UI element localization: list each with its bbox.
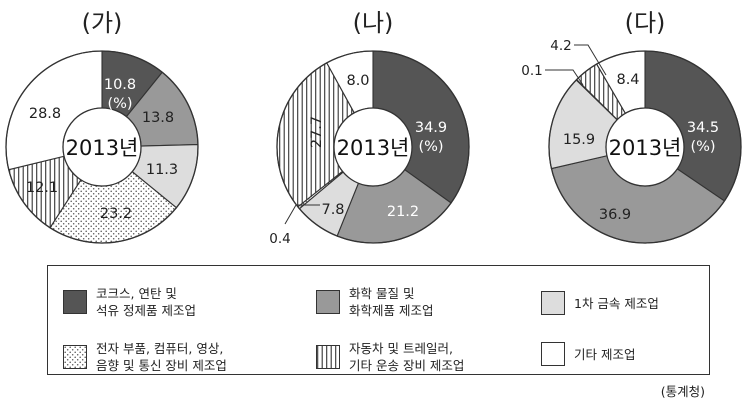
- legend-label-line: 화학 물질 및: [349, 286, 415, 301]
- data-label: 36.9: [599, 207, 631, 223]
- data-label: 7.8: [321, 202, 344, 218]
- donut-chart-2: (나) 2013년 34.9 (%) 21.2 7.8 27.7 8.0 0.4: [269, 9, 470, 247]
- chart-title: (가): [82, 9, 123, 37]
- data-label: 34.9: [415, 120, 447, 136]
- donut-outline: [548, 50, 742, 244]
- legend-item-automobile: 자동차 및 트레일러, 기타 운송 장비 제조업: [316, 340, 464, 374]
- legend-label-line: 1차 금속 제조업: [574, 295, 659, 311]
- data-label: 23.2: [100, 206, 132, 222]
- data-label: 8.0: [346, 73, 369, 89]
- donut-outline: [276, 50, 470, 244]
- legend-swatch: [541, 342, 565, 366]
- legend-swatch: [316, 345, 340, 369]
- chart-title: (다): [625, 9, 666, 37]
- legend-item-electronic: 전자 부품, 컴퓨터, 영상, 음향 및 통신 장비 제조업: [63, 340, 227, 374]
- legend-label-line: 기타 운송 장비 제조업: [349, 358, 465, 373]
- data-label: 0.1: [521, 63, 542, 79]
- data-label: 12.1: [26, 180, 58, 196]
- data-label: 8.4: [616, 72, 639, 88]
- legend-label: 1차 금속 제조업: [574, 295, 659, 312]
- source-label: (통계청): [660, 384, 705, 399]
- legend-label: 전자 부품, 컴퓨터, 영상, 음향 및 통신 장비 제조업: [96, 340, 227, 374]
- data-label: 15.9: [563, 132, 595, 148]
- unit-label: (%): [690, 139, 715, 155]
- donut-outline: [5, 50, 199, 244]
- legend-label-line: 자동차 및 트레일러,: [349, 341, 453, 356]
- center-label: 2013년: [337, 136, 410, 160]
- donut-hole: [605, 107, 685, 187]
- unit-label: (%): [418, 139, 443, 155]
- legend-swatch: [63, 345, 87, 369]
- legend-label-line: 음향 및 통신 장비 제조업: [96, 358, 227, 373]
- donut-hole: [62, 107, 142, 187]
- chart-title: (나): [353, 9, 394, 37]
- legend-label-line: 기타 제조업: [574, 346, 636, 362]
- legend-item-other: 기타 제조업: [541, 342, 635, 366]
- legend-item-primary_metal: 1차 금속 제조업: [541, 291, 659, 315]
- data-label: 34.5: [687, 120, 719, 136]
- donut-charts: (가) 2013년 10.8 (%) 13.8 11.3 23.2 12.1 28.8 (나) 20…: [5, 9, 742, 247]
- leader-line: [545, 69, 584, 86]
- donut-chart-3: (다) 2013년 34.5 (%) 36.9 15.9 8.4 4.2 0.1: [521, 9, 742, 244]
- data-label: 11.3: [146, 162, 178, 178]
- legend-swatch: [63, 290, 87, 314]
- data-label: 28.8: [29, 106, 61, 122]
- legend-label-line: 코크스, 연탄 및: [96, 286, 177, 301]
- donut-chart-1: (가) 2013년 10.8 (%) 13.8 11.3 23.2 12.1 28.8: [5, 9, 199, 244]
- center-label: 2013년: [66, 136, 139, 160]
- center-label: 2013년: [609, 136, 682, 160]
- legend-label-line: 화학제품 제조업: [349, 303, 434, 318]
- data-label: 0.4: [269, 231, 290, 247]
- data-label: 27.7: [309, 116, 325, 148]
- data-label: 13.8: [142, 110, 174, 126]
- legend-label: 자동차 및 트레일러, 기타 운송 장비 제조업: [349, 340, 464, 374]
- legend-swatch: [541, 291, 565, 315]
- leader-line: [284, 204, 320, 225]
- legend-label: 기타 제조업: [574, 346, 635, 363]
- data-label: 21.2: [387, 204, 419, 220]
- legend-label-line: 전자 부품, 컴퓨터, 영상,: [96, 341, 224, 356]
- unit-label: (%): [107, 96, 132, 112]
- donut-hole: [333, 107, 413, 187]
- legend-swatch: [316, 290, 340, 314]
- data-label: 4.2: [550, 38, 571, 54]
- leader-line: [574, 44, 607, 76]
- legend-label-line: 석유 정제품 제조업: [96, 303, 196, 318]
- data-label: 10.8: [104, 77, 136, 93]
